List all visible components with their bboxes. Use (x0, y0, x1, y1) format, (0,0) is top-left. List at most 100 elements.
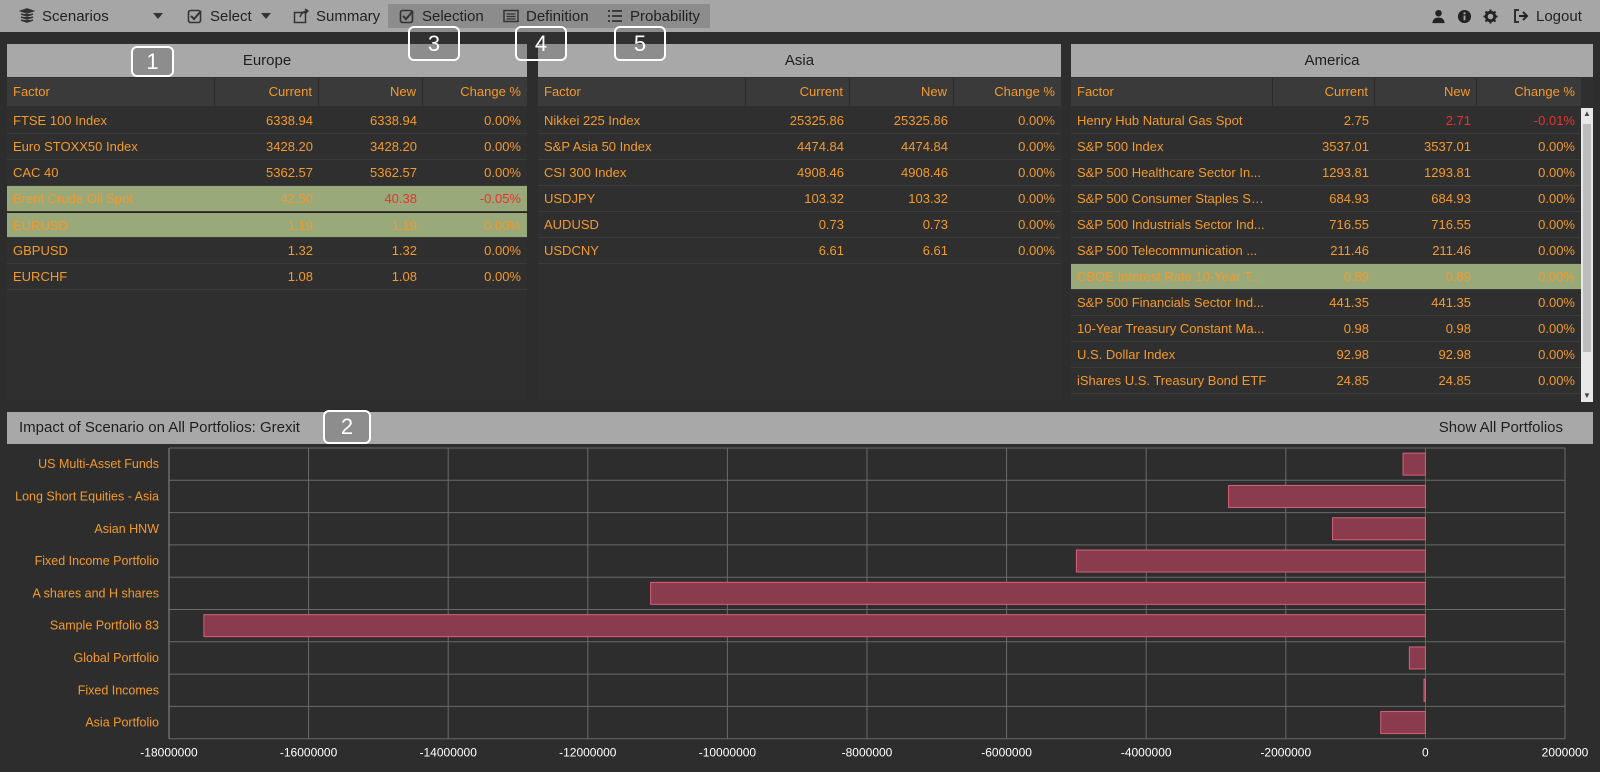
new-cell[interactable]: 4474.84 (901, 139, 948, 154)
x-tick-label: -12000000 (559, 746, 617, 760)
col-current[interactable]: Current (215, 78, 319, 106)
table-row[interactable]: USDJPY 103.32 103.32 0.00% (538, 186, 1061, 212)
col-factor[interactable]: Factor (7, 78, 215, 106)
table-row[interactable]: GBPUSD 1.32 1.32 0.00% (7, 238, 527, 264)
col-factor[interactable]: Factor (1071, 78, 1273, 106)
col-factor[interactable]: Factor (538, 78, 746, 106)
table-row[interactable]: S&P 500 Index 3537.01 3537.01 0.00% (1071, 134, 1581, 160)
new-cell[interactable]: 24.85 (1438, 373, 1471, 388)
table-row[interactable]: S&P 500 Financials Sector Ind... 441.35 44… (1071, 290, 1581, 316)
table-row[interactable]: CAC 40 5362.57 5362.57 0.00% (7, 160, 527, 186)
factor-cell: Brent Crude Oil Spot (13, 191, 133, 206)
top-toolbar: Scenarios Select Summary Selection Defin… (0, 0, 1600, 32)
america-table-header: Factor Current New Change % (1071, 78, 1581, 106)
table-row[interactable]: iShares U.S. Treasury Bond ETF 24.85 24.85… (1071, 368, 1581, 394)
new-cell[interactable]: 1.08 (391, 269, 417, 284)
bar (1228, 484, 1426, 508)
scenarios-menu[interactable]: Scenarios (18, 0, 109, 32)
col-current[interactable]: Current (1273, 78, 1375, 106)
new-cell[interactable]: 441.35 (1431, 295, 1471, 310)
col-new[interactable]: New (319, 78, 423, 106)
table-row[interactable]: Euro STOXX50 Index 3428.20 3428.20 0.00% (7, 134, 527, 160)
new-cell[interactable]: 6.61 (922, 243, 948, 258)
new-cell[interactable]: 211.46 (1432, 243, 1471, 258)
table-row[interactable]: Henry Hub Natural Gas Spot 2.75 2.71 -0.01% (1071, 108, 1581, 134)
col-change[interactable]: Change % (994, 84, 1055, 99)
current-cell: 4474.84 (797, 139, 844, 154)
table-row[interactable]: USDCNY 6.61 6.61 0.00% (538, 238, 1061, 264)
factor-cell: Nikkei 225 Index (544, 113, 641, 128)
factor-cell: CSI 300 Index (544, 165, 627, 180)
scroll-up-icon[interactable]: ▲ (1583, 109, 1591, 118)
definition-list-icon (502, 7, 520, 25)
scrollbar-thumb[interactable] (1583, 124, 1591, 352)
logout-button[interactable]: Logout (1512, 0, 1582, 32)
new-cell[interactable]: 1.19 (391, 218, 417, 233)
america-scrollbar[interactable]: ▲ ▼ (1581, 108, 1593, 402)
col-change[interactable]: Change % (1514, 84, 1575, 99)
new-cell[interactable]: 40.38 (384, 191, 417, 206)
col-new[interactable]: New (850, 78, 954, 106)
table-row[interactable]: Brent Crude Oil Spot 42.50 40.38 -0.05% (7, 186, 527, 212)
scroll-down-icon[interactable]: ▼ (1583, 391, 1591, 400)
select-menu[interactable]: Select (186, 0, 274, 32)
summary-button[interactable]: Summary (292, 0, 380, 32)
new-cell[interactable]: 6338.94 (370, 113, 417, 128)
table-row[interactable]: CBOE Interest Rate 10-Year T... 0.89 0.89 0… (1071, 264, 1581, 290)
category-label: Long Short Equities - Asia (15, 489, 159, 503)
new-cell[interactable]: 684.93 (1431, 191, 1471, 206)
new-cell[interactable]: 0.73 (922, 217, 948, 232)
table-row[interactable]: S&P 500 Healthcare Sector In... 1293.81 12… (1071, 160, 1581, 186)
col-current[interactable]: Current (746, 78, 850, 106)
current-cell: 716.55 (1329, 217, 1369, 232)
gear-icon[interactable] (1477, 0, 1503, 32)
new-cell[interactable]: 3537.01 (1424, 139, 1471, 154)
factor-cell: S&P 500 Telecommunication ... (1077, 243, 1258, 258)
scenarios-dropdown-caret[interactable] (150, 0, 166, 32)
table-row[interactable]: EURCHF 1.08 1.08 0.00% (7, 264, 527, 290)
show-all-portfolios-button[interactable]: Show All Portfolios (1438, 419, 1563, 436)
change-cell: 0.00% (1538, 139, 1575, 154)
asia-table-body: Nikkei 225 Index 25325.86 25325.86 0.00% S&P… (538, 108, 1061, 264)
new-cell[interactable]: 1.32 (391, 243, 417, 258)
new-cell[interactable]: 4908.46 (901, 165, 948, 180)
table-row[interactable]: S&P 500 Industrials Sector Ind... 716.55 7… (1071, 212, 1581, 238)
america-table-body: Henry Hub Natural Gas Spot 2.75 2.71 -0.01%… (1071, 108, 1581, 394)
col-new[interactable]: New (1375, 78, 1477, 106)
new-cell[interactable]: 2.71 (1445, 113, 1471, 128)
new-cell[interactable]: 5362.57 (370, 165, 417, 180)
col-change[interactable]: Change % (460, 84, 521, 99)
table-row[interactable]: 10-Year Treasury Constant Ma... 0.98 0.98 0… (1071, 316, 1581, 342)
table-row[interactable]: U.S. Dollar Index 92.98 92.98 0.00% (1071, 342, 1581, 368)
x-tick-label: 0 (1422, 746, 1429, 760)
table-row[interactable]: S&P 500 Consumer Staples Se... 684.93 684.… (1071, 186, 1581, 212)
table-row[interactable]: EURUSD 1.19 1.19 0.00% (7, 212, 527, 238)
table-row[interactable]: FTSE 100 Index 6338.94 6338.94 0.00% (7, 108, 527, 134)
info-icon[interactable] (1451, 0, 1477, 32)
table-row[interactable]: S&P 500 Telecommunication ... 211.46 211.4… (1071, 238, 1581, 264)
new-cell[interactable]: 1293.81 (1424, 165, 1471, 180)
category-label: A shares and H shares (33, 586, 159, 600)
new-cell[interactable]: 716.55 (1431, 217, 1471, 232)
new-cell[interactable]: 0.89 (1445, 269, 1471, 284)
table-row[interactable]: S&P Asia 50 Index 4474.84 4474.84 0.00% (538, 134, 1061, 160)
factor-cell: S&P 500 Index (1077, 139, 1164, 154)
table-row[interactable]: CSI 300 Index 4908.46 4908.46 0.00% (538, 160, 1061, 186)
table-row[interactable]: AUDUSD 0.73 0.73 0.00% (538, 212, 1061, 238)
new-cell[interactable]: 3428.20 (370, 139, 417, 154)
new-cell[interactable]: 103.32 (908, 191, 948, 206)
x-tick-label: -6000000 (981, 746, 1032, 760)
current-cell: 2.75 (1343, 113, 1369, 128)
new-cell[interactable]: 0.98 (1445, 321, 1471, 336)
tab-probability[interactable]: Probability (606, 0, 700, 32)
new-cell[interactable]: 25325.86 (893, 113, 948, 128)
change-cell: 0.00% (1018, 165, 1055, 180)
table-row[interactable]: Nikkei 225 Index 25325.86 25325.86 0.00% (538, 108, 1061, 134)
current-cell: 1.32 (287, 243, 313, 258)
category-label: Asian HNW (94, 522, 159, 536)
tab-selection[interactable]: Selection (398, 0, 484, 32)
user-icon[interactable] (1425, 0, 1451, 32)
tab-definition[interactable]: Definition (502, 0, 589, 32)
new-cell[interactable]: 92.98 (1438, 347, 1471, 362)
current-cell: 5362.57 (266, 165, 313, 180)
